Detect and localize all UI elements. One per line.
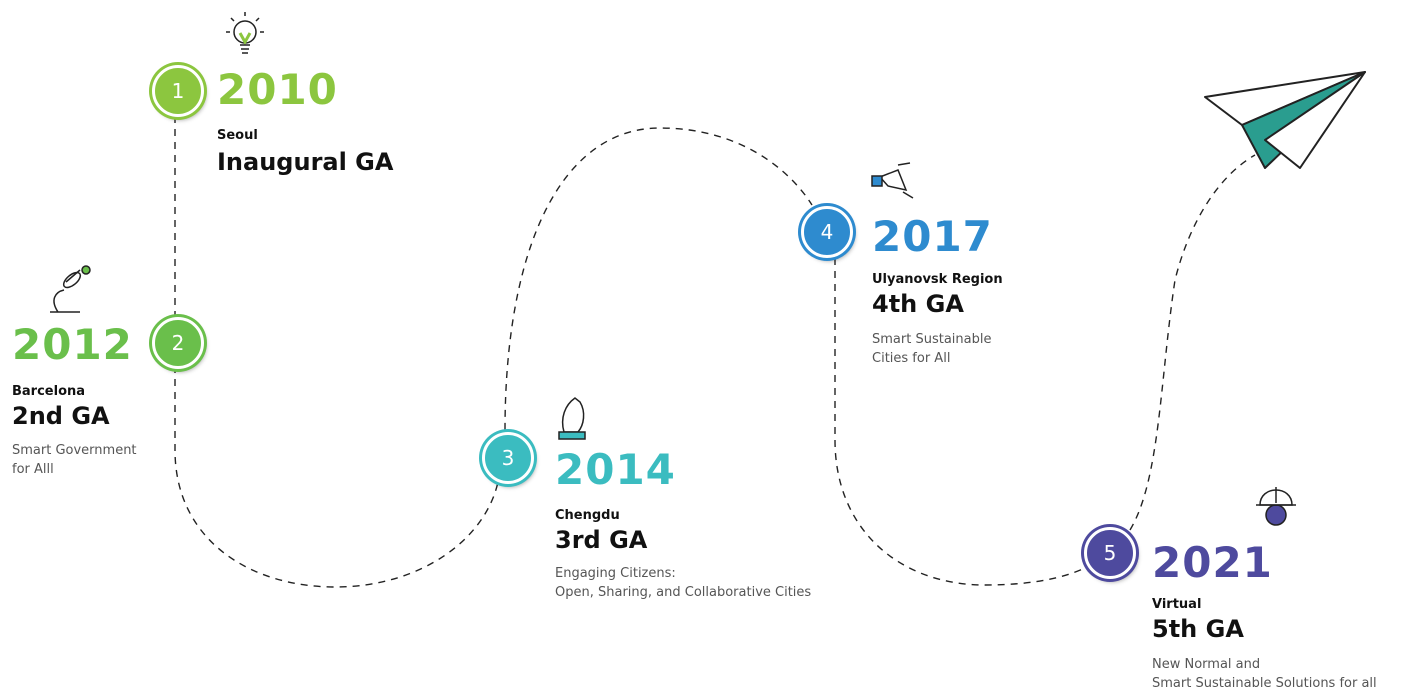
milestone-badge: 5 xyxy=(1084,527,1136,579)
milestone-number: 3 xyxy=(502,446,515,470)
milestone-badge: 2 xyxy=(152,317,204,369)
milestone-description: Smart Government xyxy=(12,441,137,460)
milestone-description: Open, Sharing, and Collaborative Cities xyxy=(555,583,811,602)
timeline-page: 1 2010 Seoul Inaugural GA 2 2012 Barcelona 2nd … xyxy=(0,0,1410,695)
milestone-number: 5 xyxy=(1104,541,1117,565)
milestone-year: 2010 xyxy=(217,68,338,112)
milestone-edition: Inaugural GA xyxy=(217,148,393,176)
milestone-badge: 4 xyxy=(801,206,853,258)
chess-knight-icon xyxy=(559,398,585,439)
milestone-number: 2 xyxy=(172,331,185,355)
milestone-edition: 3rd GA xyxy=(555,526,647,554)
milestone-edition: 2nd GA xyxy=(12,402,110,430)
milestone-description: Smart Sustainable Solutions for all xyxy=(1152,674,1377,693)
milestone-badge: 3 xyxy=(482,432,534,484)
microscope-icon xyxy=(50,266,90,312)
megaphone-icon xyxy=(872,163,913,198)
milestone-description: New Normal and xyxy=(1152,655,1260,674)
milestone-year: 2021 xyxy=(1152,541,1273,585)
milestone-description: Smart Sustainable xyxy=(872,330,991,349)
milestone-number: 1 xyxy=(172,79,185,103)
engineer-helmet-icon xyxy=(1256,487,1296,525)
milestone-year: 2017 xyxy=(872,215,993,259)
milestone-city: Seoul xyxy=(217,128,258,143)
milestone-badge: 1 xyxy=(152,65,204,117)
milestone-description: Cities for All xyxy=(872,349,950,368)
milestone-city: Virtual xyxy=(1152,597,1201,612)
milestone-edition: 5th GA xyxy=(1152,615,1244,643)
milestone-city: Ulyanovsk Region xyxy=(872,272,1003,287)
milestone-year: 2014 xyxy=(555,448,676,492)
milestone-city: Chengdu xyxy=(555,508,620,523)
dashed-path xyxy=(175,116,1255,587)
lightbulb-icon xyxy=(226,12,264,53)
milestone-number: 4 xyxy=(821,220,834,244)
milestone-year: 2012 xyxy=(12,323,133,367)
milestone-description: Engaging Citizens: xyxy=(555,564,676,583)
milestone-city: Barcelona xyxy=(12,384,85,399)
paper-plane-icon xyxy=(1205,72,1365,168)
milestone-edition: 4th GA xyxy=(872,290,964,318)
milestone-description: for Alll xyxy=(12,460,54,479)
